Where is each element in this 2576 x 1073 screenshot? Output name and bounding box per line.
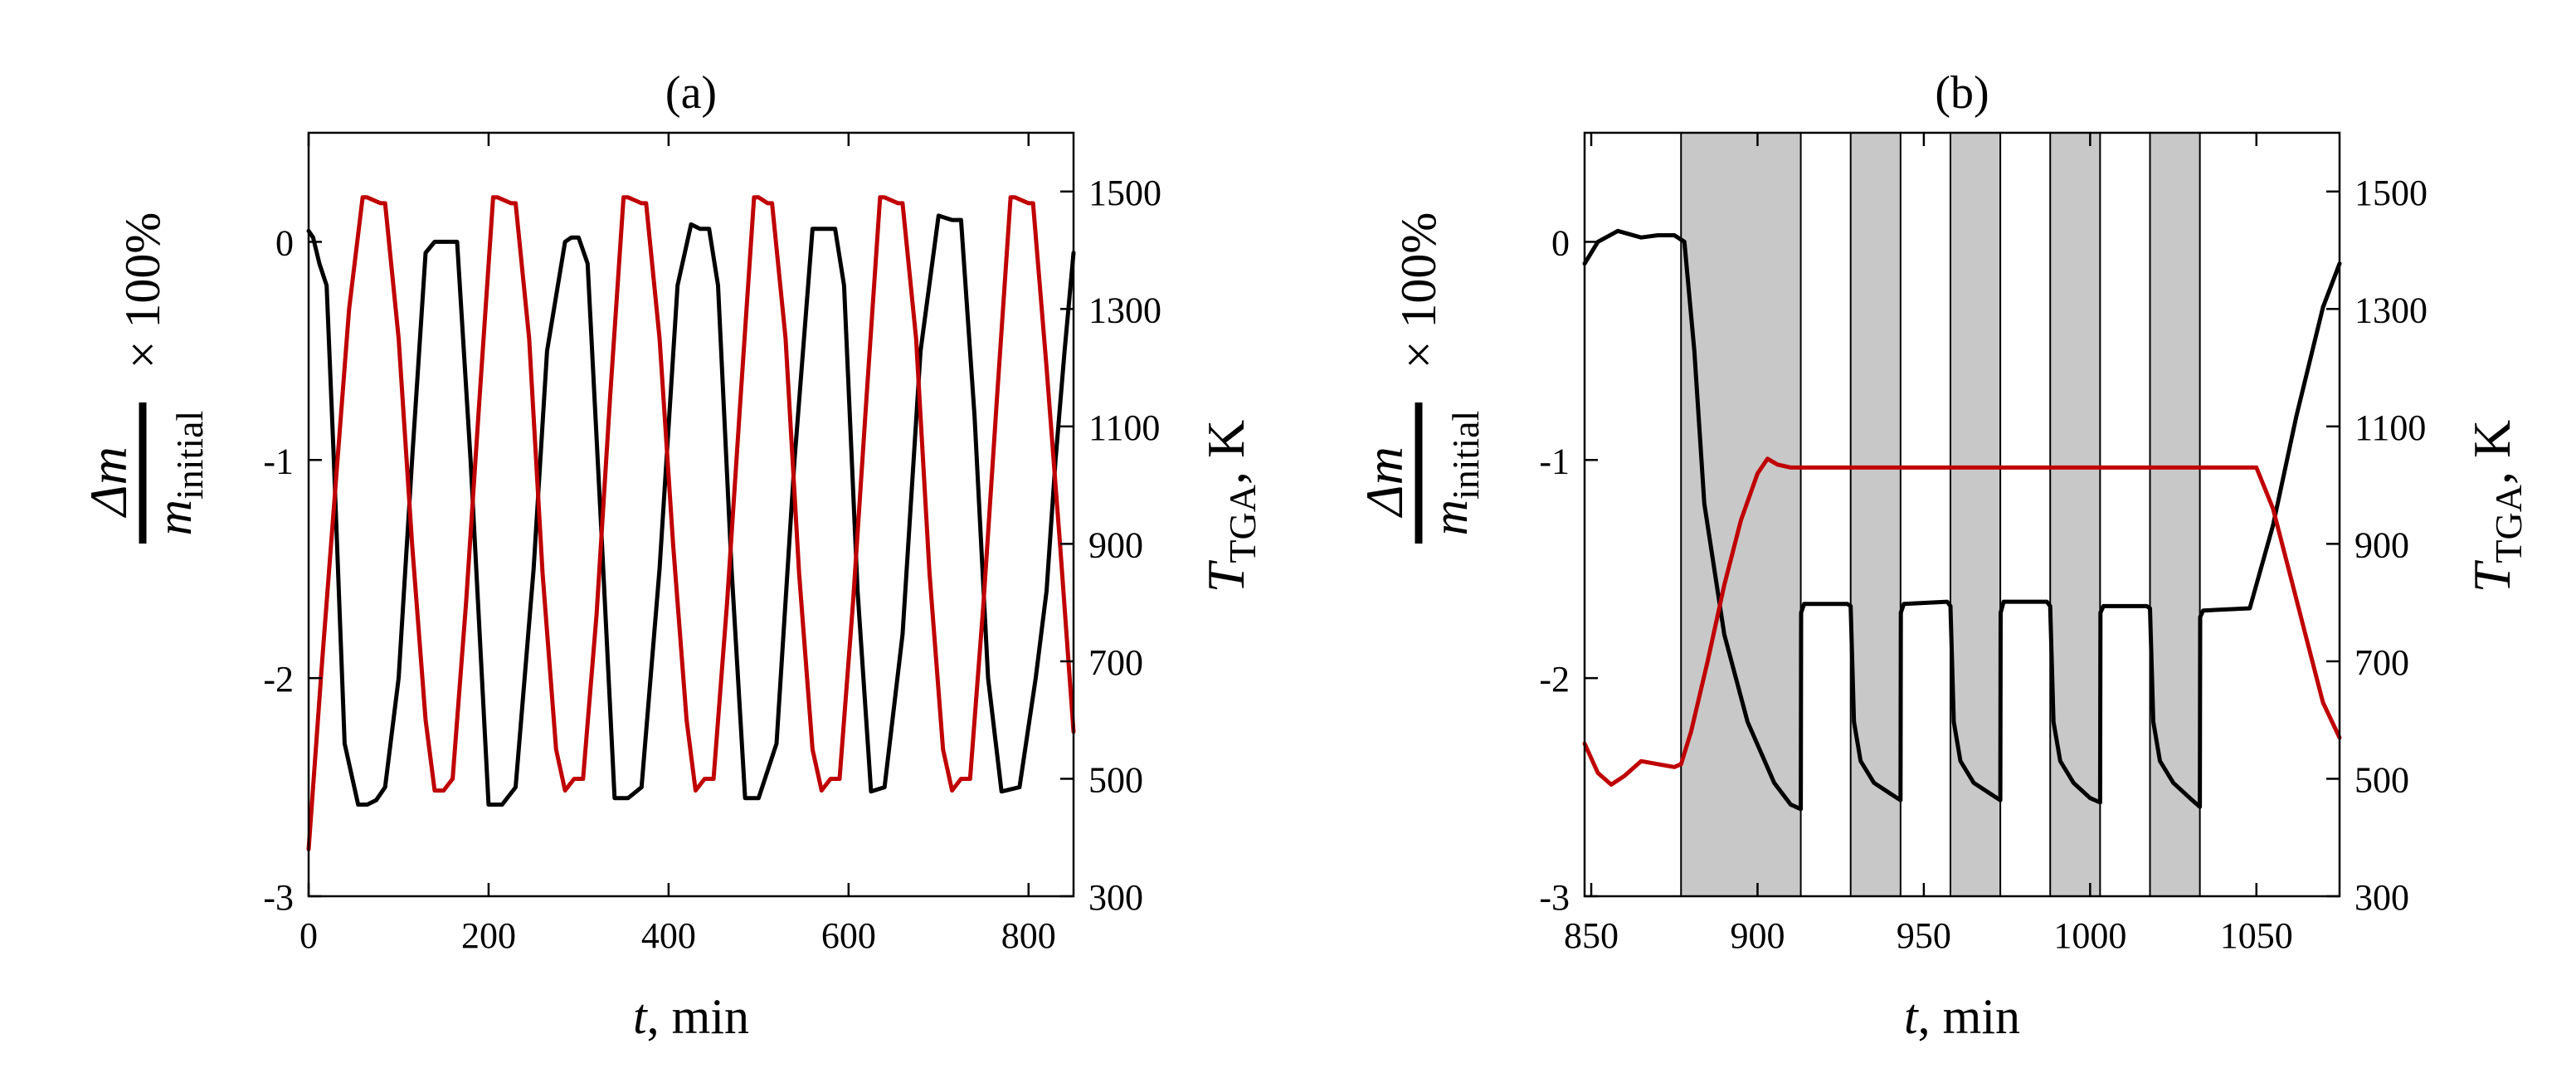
panel-b-ticks: 850 900 950 1000 1050 -3 -2 -1 0 300 500 700 900 1100…: [1539, 133, 2427, 956]
panel-a-right-y-label: TTGA, K: [1196, 420, 1264, 593]
x-tick-label: 0: [299, 915, 318, 956]
y-left-tick-label: -2: [263, 659, 294, 700]
x-tick-label: 1050: [2220, 915, 2293, 956]
delta-m-numerator: Δm: [1355, 446, 1414, 519]
y-right-tick-label: 900: [2354, 524, 2409, 565]
panel-a-title: (a): [665, 67, 717, 119]
panel-b-shading: [1680, 132, 2201, 897]
mass-change-line: [306, 213, 1076, 807]
x-tick-label: 800: [1001, 915, 1056, 956]
panel-b-series: [1582, 228, 2342, 812]
panel-b-right-y-label: TTGA, K: [2462, 420, 2530, 593]
panel-b-x-label: t, min: [1904, 989, 2020, 1044]
y-right-tick-label: 700: [1088, 642, 1143, 683]
temperature-label: TTGA, K: [1196, 420, 1264, 593]
mass-change-line: [1582, 228, 2342, 812]
x-tick-label: 400: [641, 915, 696, 956]
temperature-line: [306, 195, 1076, 851]
m-initial-denominator: minitial: [1423, 411, 1487, 536]
y-left-tick-label: 0: [1551, 222, 1570, 263]
y-left-tick-label: 0: [275, 222, 294, 263]
y-right-tick-label: 500: [1088, 759, 1143, 800]
panel-a-left-y-label: Δm minitial × 100%: [79, 212, 211, 544]
temperature-line: [1582, 456, 2342, 787]
y-right-tick-label: 1500: [1088, 173, 1161, 213]
shaded-interval-5: [2149, 132, 2201, 897]
panel-a: (a) 0 200 400 600 800 -3 -2 -1 0 300 500 700 900 1100…: [79, 67, 1264, 1044]
panel-b-axes-frame: [1583, 131, 2341, 898]
m-initial-denominator: minitial: [147, 411, 211, 536]
temperature-label: TTGA, K: [2462, 420, 2530, 593]
y-left-tick-label: -3: [1539, 877, 1570, 918]
y-right-tick-label: 300: [1088, 877, 1143, 918]
panel-a-axes-frame: [307, 131, 1075, 898]
x-tick-label: 200: [461, 915, 516, 956]
y-left-tick-label: -1: [263, 441, 294, 481]
panel-b-title: (b): [1935, 67, 1989, 119]
percent-factor: × 100%: [115, 212, 170, 369]
shaded-interval-3: [1949, 132, 2002, 897]
y-right-tick-label: 1100: [1088, 407, 1160, 448]
x-tick-label: 950: [1897, 915, 1951, 956]
x-tick-label: 900: [1730, 915, 1785, 956]
y-left-tick-label: -1: [1539, 441, 1570, 481]
x-tick-label: 1000: [2053, 915, 2126, 956]
y-right-tick-label: 900: [1088, 524, 1143, 565]
y-right-tick-label: 1100: [2354, 407, 2426, 448]
y-right-tick-label: 1300: [2354, 290, 2427, 330]
y-right-tick-label: 300: [2354, 877, 2409, 918]
panel-a-series: [306, 195, 1076, 851]
y-right-tick-label: 700: [2354, 642, 2409, 683]
panel-a-ticks: 0 200 400 600 800 -3 -2 -1 0 300 500 700 900 1100 1300…: [263, 133, 1161, 956]
x-tick-label: 850: [1564, 915, 1619, 956]
percent-factor: × 100%: [1391, 212, 1446, 369]
panel-b: (b) 850 900 950 1000 1050 -3 -2 -1 0 300 500 700 900…: [1355, 67, 2530, 1044]
y-right-tick-label: 1300: [1088, 290, 1161, 330]
y-left-tick-label: -3: [263, 877, 294, 918]
x-tick-label: 600: [821, 915, 876, 956]
panel-b-left-y-label: Δm minitial × 100%: [1355, 212, 1487, 544]
y-right-tick-label: 1500: [2354, 173, 2427, 213]
y-left-tick-label: -2: [1539, 659, 1570, 700]
delta-m-numerator: Δm: [79, 446, 138, 519]
y-right-tick-label: 500: [2354, 759, 2409, 800]
panel-a-x-label: t, min: [633, 989, 749, 1044]
